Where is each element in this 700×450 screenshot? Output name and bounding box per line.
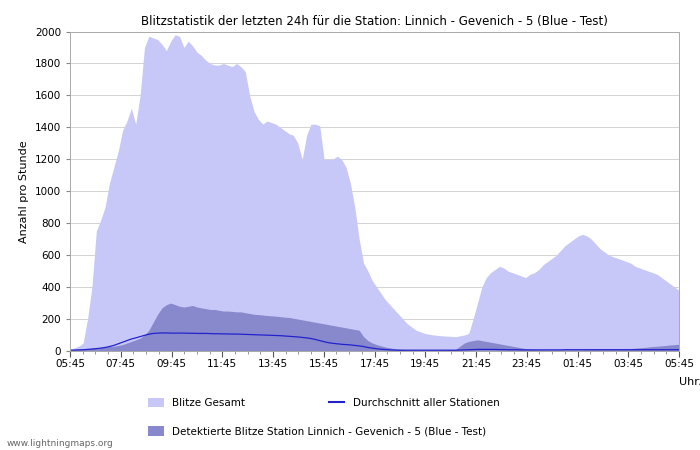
Text: www.lightningmaps.org: www.lightningmaps.org — [7, 439, 113, 448]
Legend: Detektierte Blitze Station Linnich - Gevenich - 5 (Blue - Test): Detektierte Blitze Station Linnich - Gev… — [148, 427, 486, 437]
Y-axis label: Anzahl pro Stunde: Anzahl pro Stunde — [19, 140, 29, 243]
Title: Blitzstatistik der letzten 24h für die Station: Linnich - Gevenich - 5 (Blue - T: Blitzstatistik der letzten 24h für die S… — [141, 14, 608, 27]
Text: Uhrzeit: Uhrzeit — [679, 377, 700, 387]
